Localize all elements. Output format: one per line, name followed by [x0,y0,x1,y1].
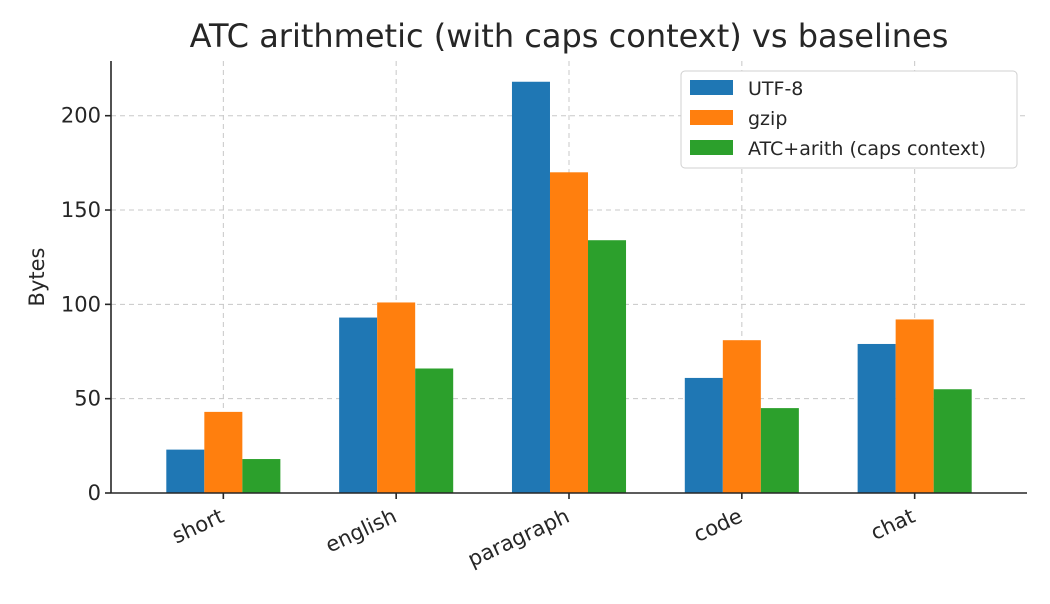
bar-chat-series-3 [933,389,972,493]
legend-box [680,70,1018,169]
bar-code-series-2 [722,340,761,493]
bar-english-series-2 [377,302,416,493]
x-tick-label: chat [867,504,919,545]
bar-code-series-1 [684,377,723,493]
legend-swatch [690,110,733,125]
bar-short-series-2 [204,411,243,493]
y-tick-label: 50 [74,387,101,411]
bar-english-series-1 [339,317,378,493]
x-tick-label: english [322,504,401,558]
x-tick-label: paragraph [464,504,573,572]
y-tick-label: 0 [88,481,101,505]
legend-label: UTF-8 [748,78,803,100]
legend-label: ATC+arith (caps context) [748,138,986,160]
bar-paragraph-series-1 [511,81,550,493]
bar-paragraph-series-2 [549,172,589,493]
bar-short-series-3 [242,459,281,493]
x-tick-label: short [168,504,227,549]
bar-chat-series-2 [895,319,934,493]
legend-swatch [690,140,733,155]
bar-paragraph-series-3 [588,240,627,493]
y-axis-label: Bytes [25,248,49,307]
legend: UTF-8 gzip ATC+arith (caps context) [680,70,1018,169]
y-tick-label: 100 [61,292,101,316]
legend-label: gzip [748,108,787,130]
chart-title: ATC arithmetic (with caps context) vs ba… [190,17,949,55]
bar-chat-series-1 [857,343,896,493]
y-tick-label: 200 [61,104,101,128]
tick-labels: 0 50 100 150 200 short english paragraph code cha… [61,104,919,572]
axes [105,61,1027,499]
y-tick-label: 150 [61,198,101,222]
bar-english-series-3 [415,368,454,493]
legend-swatch [690,80,733,95]
bar-code-series-3 [760,408,799,493]
bars [166,81,972,493]
bar-short-series-1 [166,449,205,493]
x-tick-label: code [690,504,746,547]
